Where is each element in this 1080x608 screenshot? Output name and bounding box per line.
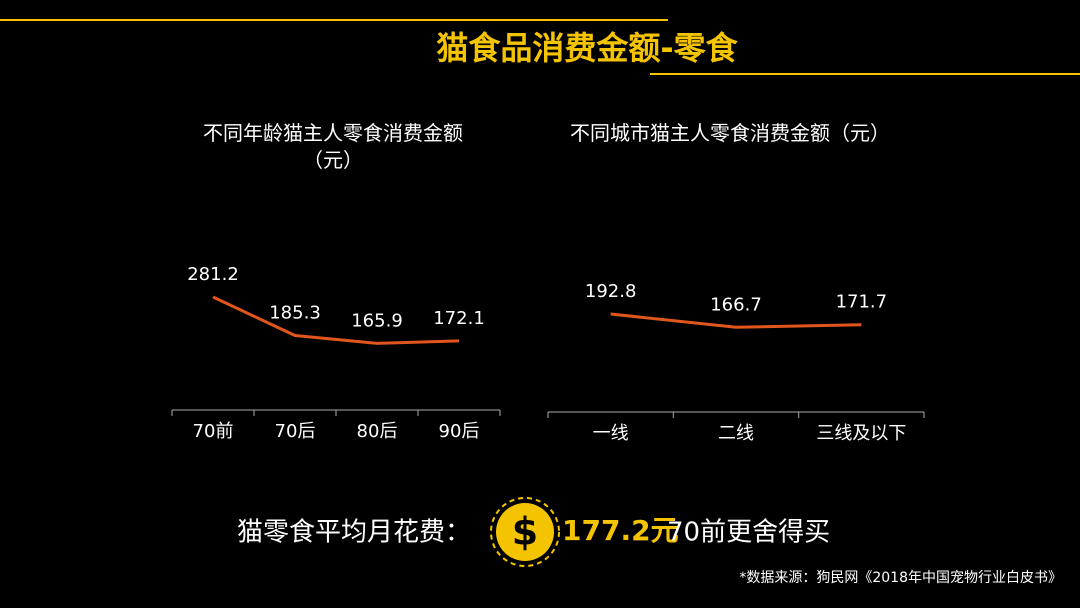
x-tick-label: 70前 <box>193 421 234 442</box>
data-label: 172.1 <box>433 308 485 329</box>
chart-title: 不同城市猫主人零食消费金额（元） <box>570 121 890 145</box>
x-tick-label: 90后 <box>439 421 480 442</box>
summary-amount: 177.2元 <box>562 514 679 547</box>
summary-note: 70前更舍得买 <box>667 518 830 548</box>
line <box>212 295 460 345</box>
source: *数据来源：狗民网《2018年中国宠物行业白皮书》 <box>739 570 1062 586</box>
data-label: 185.3 <box>269 303 321 324</box>
data-label: 165.9 <box>351 310 403 331</box>
data-label: 171.7 <box>836 292 888 313</box>
data-label: 281.2 <box>187 264 239 285</box>
summary-label: 猫零食平均月花费： <box>237 518 471 548</box>
data-label: 192.8 <box>585 281 637 302</box>
x-tick-label: 70后 <box>275 421 316 442</box>
x-tick-label: 一线 <box>593 423 629 444</box>
slide-title: 猫食品消费金额-零食 <box>436 29 738 67</box>
coin-ring <box>490 497 560 567</box>
chart-title: 不同年龄猫主人零食消费金额（元） <box>203 121 463 172</box>
coin-symbol: $ <box>512 510 538 554</box>
data-label: 166.7 <box>710 294 762 315</box>
coin <box>496 503 554 561</box>
x-tick-label: 80后 <box>357 421 398 442</box>
x-tick-label: 二线 <box>718 423 754 444</box>
line <box>610 312 862 329</box>
x-tick-label: 三线及以下 <box>816 423 906 444</box>
